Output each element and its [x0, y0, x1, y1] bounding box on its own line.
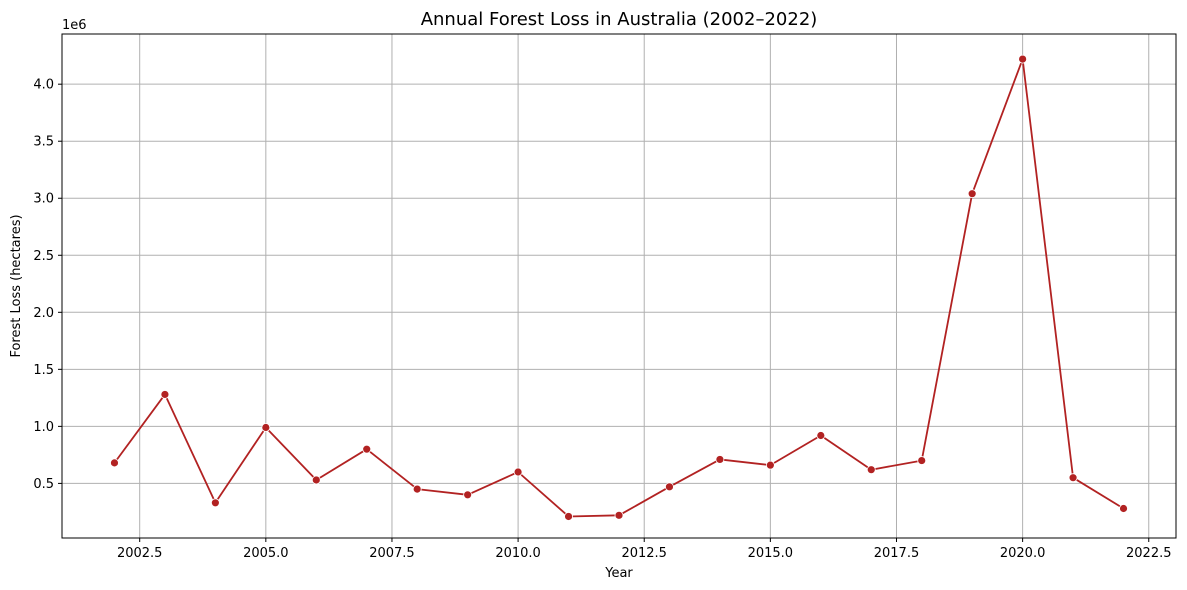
x-tick-label: 2017.5 [874, 546, 920, 561]
data-point-2016 [816, 431, 826, 440]
x-axis-ticks: 2002.5 2005.0 2007.5 2010.0 2012.5 2015.0 2017… [117, 538, 1172, 561]
x-tick-label: 2022.5 [1126, 546, 1172, 561]
data-point-2022 [1119, 504, 1128, 513]
data-point-2014 [715, 455, 725, 464]
data-point-2010 [513, 467, 523, 477]
data-point-2003 [160, 390, 170, 399]
data-point-2008 [412, 484, 422, 494]
data-point-2004 [210, 498, 220, 508]
y-tick-label: 4.0 [33, 78, 54, 93]
y-tick-label: 2.0 [33, 306, 54, 321]
data-point-2002 [110, 458, 119, 468]
chart-title: Annual Forest Loss in Australia (2002–20… [421, 9, 818, 30]
y-tick-label: 3.5 [33, 135, 54, 150]
y-tick-label: 3.0 [33, 192, 54, 207]
x-tick-label: 2020.0 [1000, 546, 1046, 561]
data-point-2009 [463, 490, 473, 500]
data-point-2018 [917, 456, 927, 465]
series-layer [110, 54, 1128, 521]
data-point-2020 [1018, 54, 1028, 64]
data-point-2013 [665, 482, 674, 492]
y-tick-label: 1.5 [33, 363, 54, 378]
x-tick-label: 2015.0 [748, 546, 794, 561]
data-point-2011 [564, 512, 573, 521]
y-axis-title: Forest Loss (hectares) [9, 214, 24, 357]
data-point-2019 [967, 189, 977, 199]
y-offset-label: 1e6 [62, 18, 87, 33]
x-tick-label: 2005.0 [243, 546, 289, 561]
x-axis-title: Year [604, 566, 633, 581]
data-point-2015 [765, 460, 775, 470]
x-tick-label: 2002.5 [117, 546, 163, 561]
y-tick-label: 2.5 [33, 249, 54, 264]
data-point-2005 [261, 423, 271, 432]
data-point-2006 [311, 475, 321, 485]
data-point-2007 [362, 444, 372, 454]
x-tick-label: 2012.5 [621, 546, 667, 561]
x-tick-label: 2007.5 [369, 546, 415, 561]
grid [62, 34, 1176, 538]
data-point-2012 [614, 510, 624, 520]
y-axis-ticks: 0.5 1.0 1.5 2.0 2.5 3.0 3.5 4.0 [33, 78, 62, 492]
x-tick-label: 2010.0 [495, 546, 541, 561]
plot-frame [61, 33, 1177, 539]
y-tick-label: 1.0 [33, 420, 54, 435]
data-point-2021 [1068, 473, 1078, 483]
y-tick-label: 0.5 [33, 477, 54, 492]
data-point-2017 [866, 465, 876, 475]
